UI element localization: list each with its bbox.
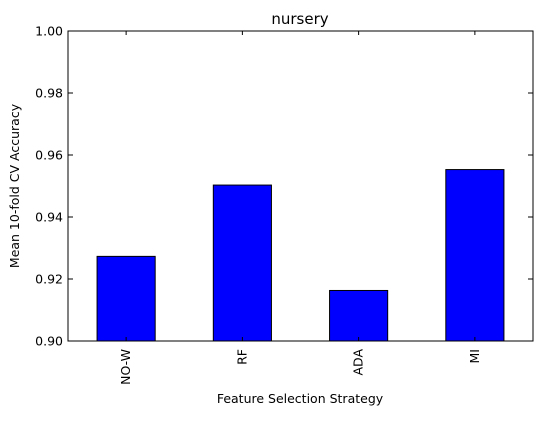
y-tick-label: 0.98	[35, 86, 63, 101]
y-tick-label: 0.92	[35, 272, 63, 287]
bar-no-w	[96, 255, 156, 342]
ticks-group: NO-W RF ADA MI 0.90 0.92 0.94 0.96 0.98 1.00	[35, 24, 533, 385]
bars-group	[96, 169, 505, 342]
y-tick-label: 0.96	[35, 148, 63, 163]
bar-rf	[212, 184, 272, 342]
y-axis-label: Mean 10-fold CV Accuracy	[7, 103, 22, 268]
plot-frame	[67, 30, 534, 342]
x-tick-label: RF	[234, 349, 249, 365]
y-tick-label: 0.94	[35, 210, 63, 225]
x-tick-label: ADA	[351, 349, 366, 376]
x-axis-label: Feature Selection Strategy	[217, 391, 384, 406]
bar-mi	[445, 169, 505, 342]
chart-title: nursery	[271, 10, 328, 28]
y-tick-label: 0.90	[35, 334, 63, 349]
y-tick-label: 1.00	[35, 24, 63, 39]
bar-ada	[329, 289, 389, 342]
x-tick-label: MI	[467, 349, 482, 363]
x-tick-label: NO-W	[118, 349, 133, 385]
